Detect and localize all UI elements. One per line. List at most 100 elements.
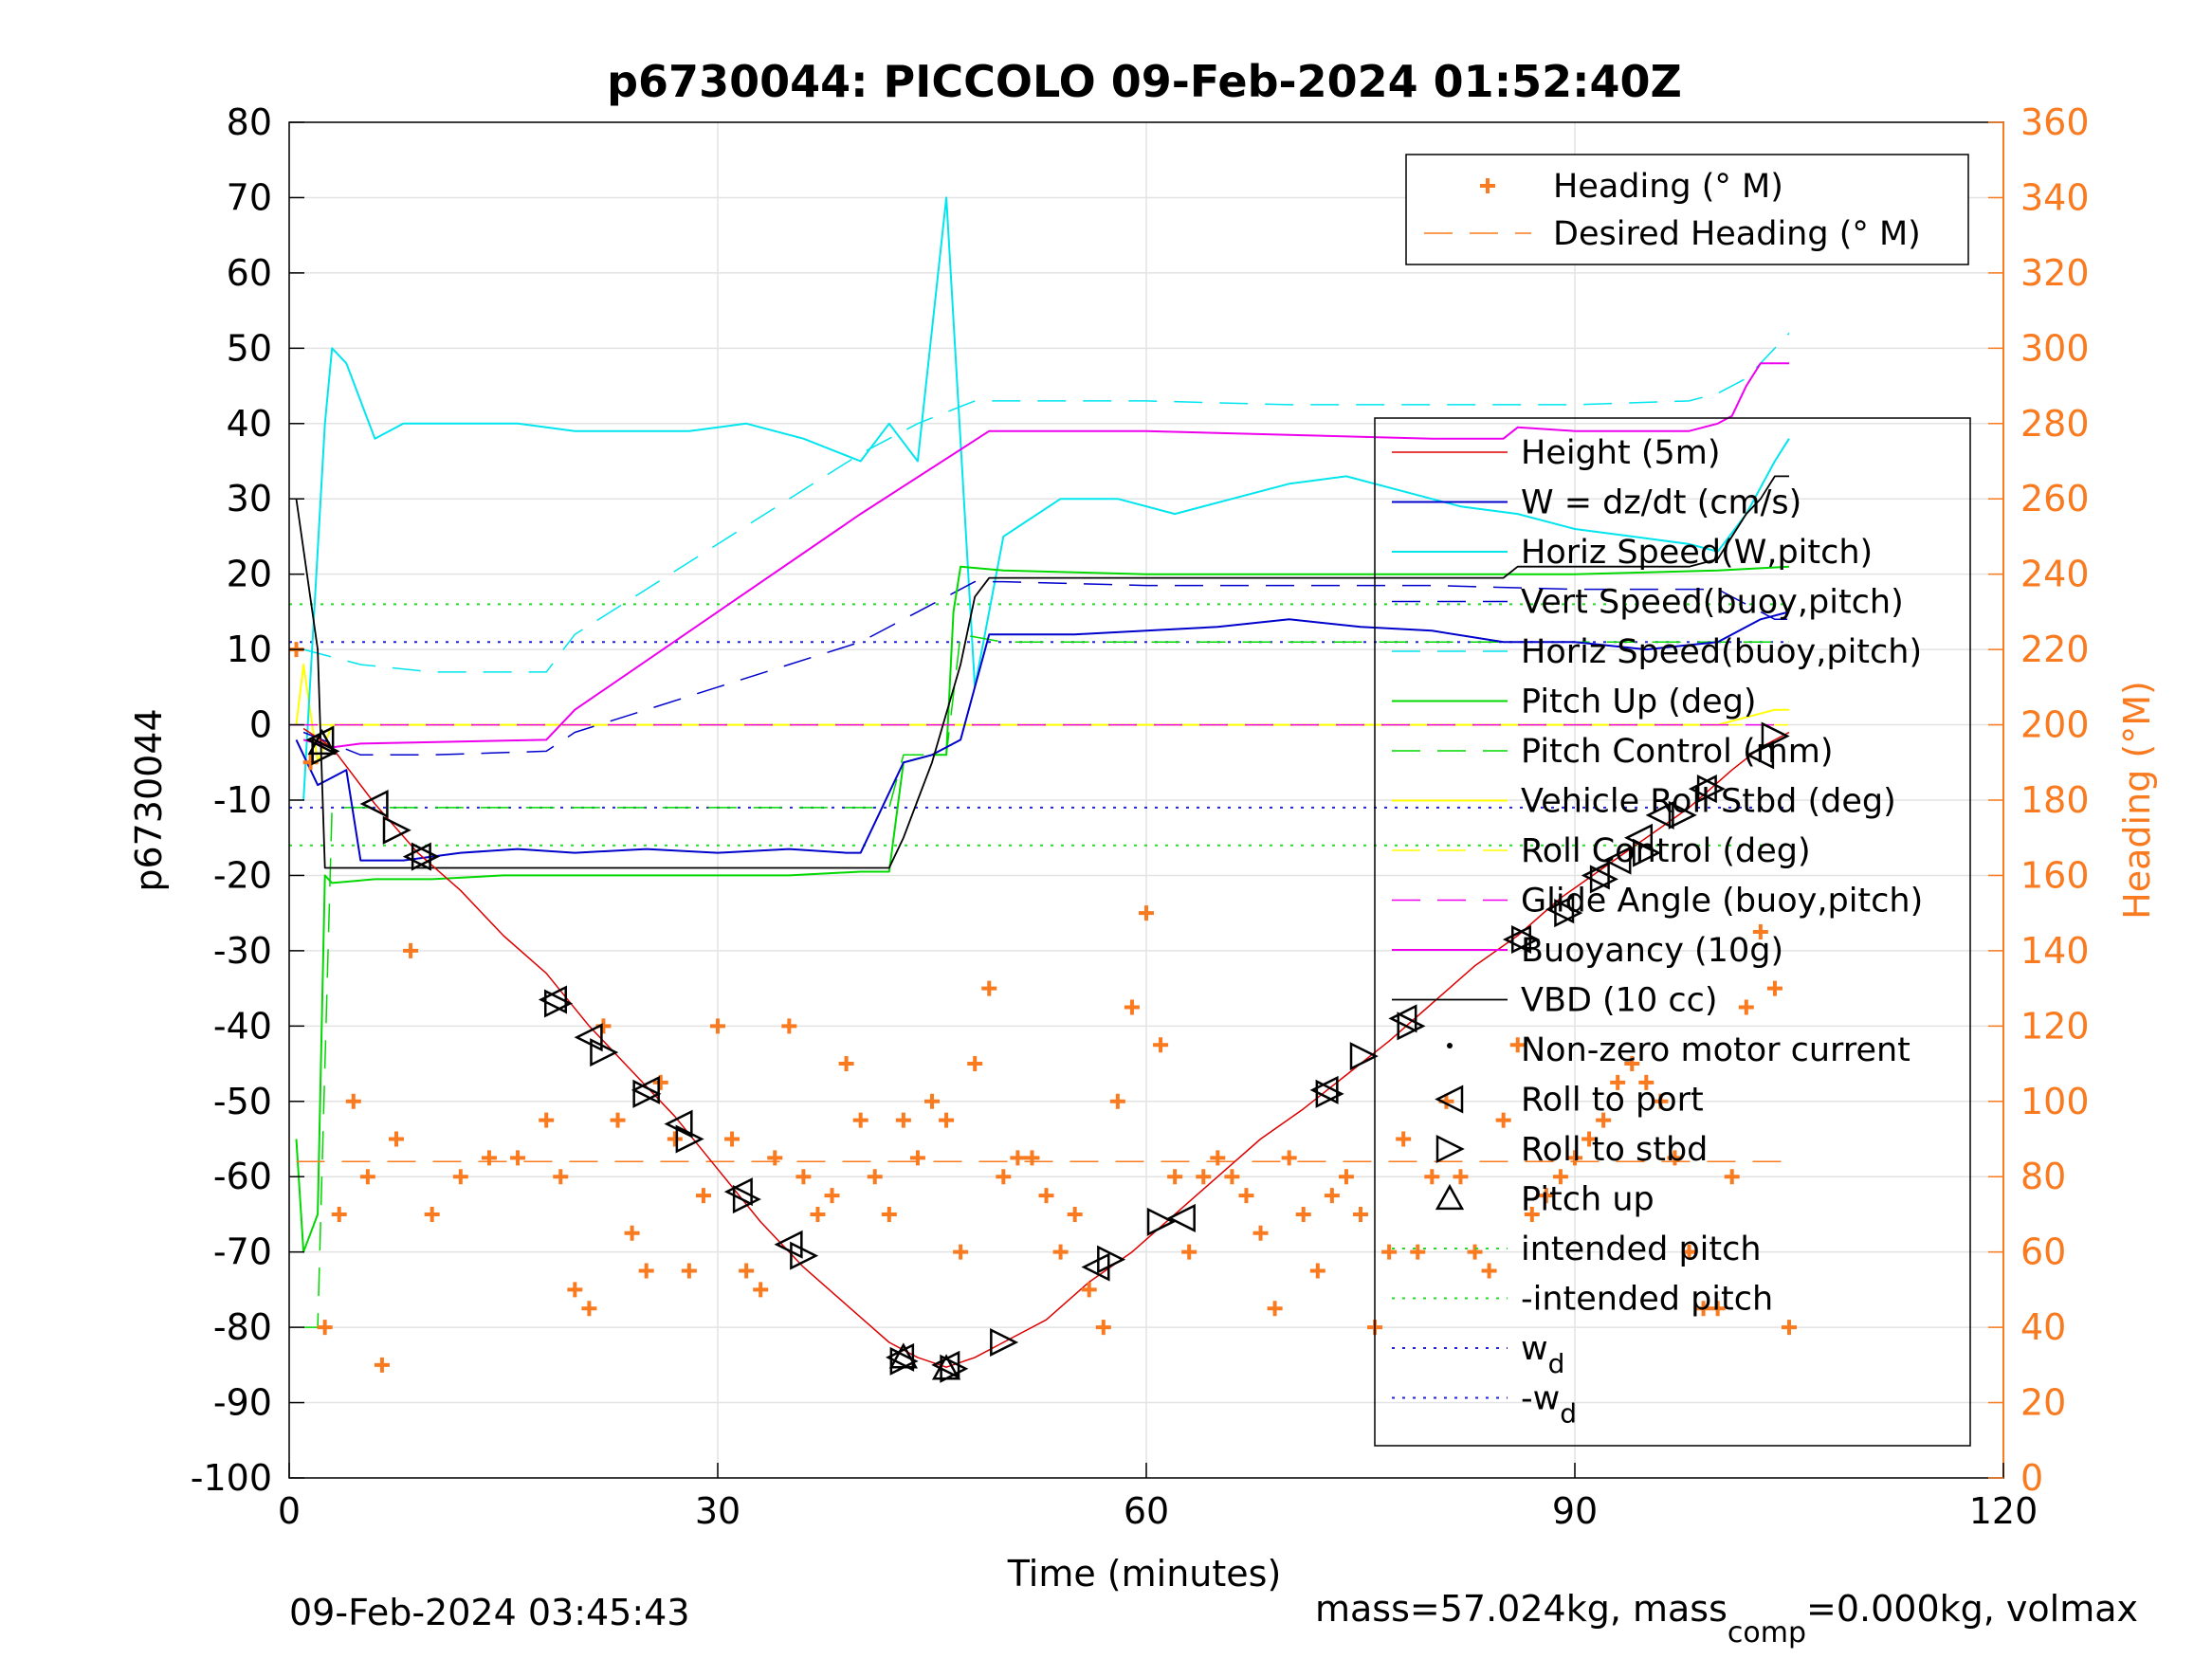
roll-to-stbd-marker — [1668, 800, 1697, 830]
heading-point — [810, 1206, 826, 1222]
heading-point — [1567, 1150, 1582, 1166]
y2-tick-label: 160 — [2020, 854, 2090, 896]
horiz-speed-buoy-pitch-line — [302, 332, 1790, 673]
heading-point — [1524, 1206, 1540, 1222]
y2-tick-label: 80 — [2020, 1156, 2066, 1197]
heading-point — [1324, 1188, 1340, 1204]
heading-point — [909, 1150, 925, 1166]
heading-point — [1667, 1150, 1683, 1166]
roll-to-stbd-marker — [590, 1038, 619, 1067]
pitch-control-mm-line — [303, 633, 1789, 1328]
y-tick-label: 30 — [227, 478, 272, 520]
legend-label-roll-control-deg: Roll Control (deg) — [1521, 832, 1811, 870]
heading-point — [1281, 1150, 1297, 1166]
legend-swatch-roll-to-stbd — [1435, 1134, 1465, 1164]
roll-to-port-marker — [1388, 1004, 1417, 1033]
roll-to-port-marker — [1645, 800, 1674, 830]
heading-point — [1238, 1188, 1254, 1204]
pitch-up-marker — [307, 728, 337, 756]
y-tick-label: -50 — [213, 1081, 272, 1122]
heading-point — [739, 1263, 755, 1279]
y2-tick-label: 300 — [2020, 327, 2090, 369]
heading-point — [1153, 1037, 1169, 1053]
heading-point — [695, 1188, 711, 1204]
roll-to-stbd-marker — [1696, 775, 1726, 804]
roll-to-stbd-marker — [1761, 721, 1790, 751]
y-tick-label: 10 — [227, 629, 272, 670]
height-5m-line — [302, 727, 1790, 1368]
roll-to-stbd-marker — [311, 737, 340, 766]
x-tick-label: 90 — [1552, 1490, 1598, 1532]
heading-point — [1139, 905, 1154, 921]
heading-point — [1196, 1169, 1212, 1185]
heading-point — [638, 1263, 654, 1279]
legend-label-horiz-speed-buoy-pitch: Horiz Speed(buoy,pitch) — [1521, 633, 1922, 671]
heading-point — [581, 1301, 597, 1317]
y2-tick-label: 240 — [2020, 554, 2090, 595]
heading-point — [1067, 1206, 1083, 1222]
roll-to-port-marker — [1602, 846, 1632, 875]
heading-point — [1295, 1206, 1311, 1222]
legend-desired-heading-label: Desired Heading (° M) — [1553, 215, 1921, 253]
roll-to-port-marker — [1502, 924, 1531, 954]
x-axis-ticks: 0 30 60 90 120 — [278, 1463, 2038, 1532]
heading-point — [403, 942, 419, 958]
roll-to-stbd-marker — [732, 1185, 761, 1214]
heading-point — [710, 1018, 725, 1034]
heading-point — [1467, 1244, 1483, 1260]
roll-to-stbd-marker — [1511, 924, 1541, 954]
x-tick-label: 30 — [695, 1490, 740, 1532]
heading-point — [1210, 1150, 1226, 1166]
vbd-10-cc-line — [295, 475, 1789, 869]
roll-to-stbd-marker — [940, 1354, 969, 1383]
y-tick-label: -10 — [213, 779, 272, 821]
roll-to-stbd-marker — [790, 1241, 819, 1270]
roll-to-port-marker — [631, 1075, 660, 1104]
y-tick-label: 80 — [227, 101, 272, 143]
footer-timestamp: 09-Feb-2024 03:45:43 — [289, 1592, 690, 1633]
roll-to-port-marker — [538, 985, 567, 1014]
legend-label-height-5m: Height (5m) — [1521, 434, 1721, 472]
footer-mass-info: mass=57.024kg, masscomp=0.000kg, volmax — [1315, 1588, 2138, 1650]
footer-rest: =0.000kg, volmax — [1806, 1588, 2138, 1630]
heading-point — [424, 1206, 440, 1222]
legend-label-pitch-up-deg: Pitch Up (deg) — [1521, 684, 1757, 721]
roll-to-port-marker — [723, 1177, 753, 1207]
heading-point — [1081, 1282, 1097, 1298]
heading-point — [374, 1357, 390, 1373]
roll-to-port-marker — [1166, 1203, 1196, 1232]
heading-point — [1509, 1037, 1526, 1053]
chart-title: p6730044: PICCOLO 09-Feb-2024 01:52:40Z — [607, 56, 1682, 107]
legend-swatch-motor-current-dot — [1447, 1043, 1453, 1048]
legend-main: Height (5m) W = dz/dt (cm/s) Horiz Speed(W… — [1374, 417, 1971, 1447]
roll-to-stbd-marker — [544, 989, 574, 1018]
roll-to-stbd-marker — [1315, 1079, 1344, 1108]
legend-main-box — [1374, 417, 1971, 1447]
legend-heading-label: Heading (° M) — [1553, 168, 1783, 206]
heading-point — [610, 1112, 626, 1128]
heading-point — [724, 1131, 740, 1147]
roll-to-stbd-marker — [632, 1079, 662, 1108]
y-tick-label: 70 — [227, 176, 272, 218]
heading-point — [1338, 1169, 1354, 1185]
y-tick-label: 20 — [227, 554, 272, 595]
heading-point — [953, 1244, 969, 1260]
heading-point — [1581, 1131, 1598, 1147]
heading-point — [838, 1056, 854, 1072]
y2-tick-label: 60 — [2020, 1231, 2066, 1273]
roll-to-port-marker — [1081, 1252, 1110, 1282]
heading-point — [881, 1206, 897, 1222]
y2-tick-label: 120 — [2020, 1005, 2090, 1047]
heading-point — [1024, 1150, 1040, 1166]
heading-point — [331, 1206, 347, 1222]
heading-point — [753, 1282, 769, 1298]
heading-point — [652, 1074, 668, 1090]
heading-point — [939, 1112, 955, 1128]
y-tick-label: 40 — [227, 403, 272, 445]
legend-label-non-zero-motor-current: Non-zero motor current — [1521, 1031, 1910, 1069]
heading-point — [895, 1112, 911, 1128]
y-tick-label: -20 — [213, 854, 272, 896]
heading-point — [1309, 1263, 1325, 1279]
roll-to-stbd-marker — [1633, 838, 1662, 867]
heading-point — [981, 980, 997, 996]
